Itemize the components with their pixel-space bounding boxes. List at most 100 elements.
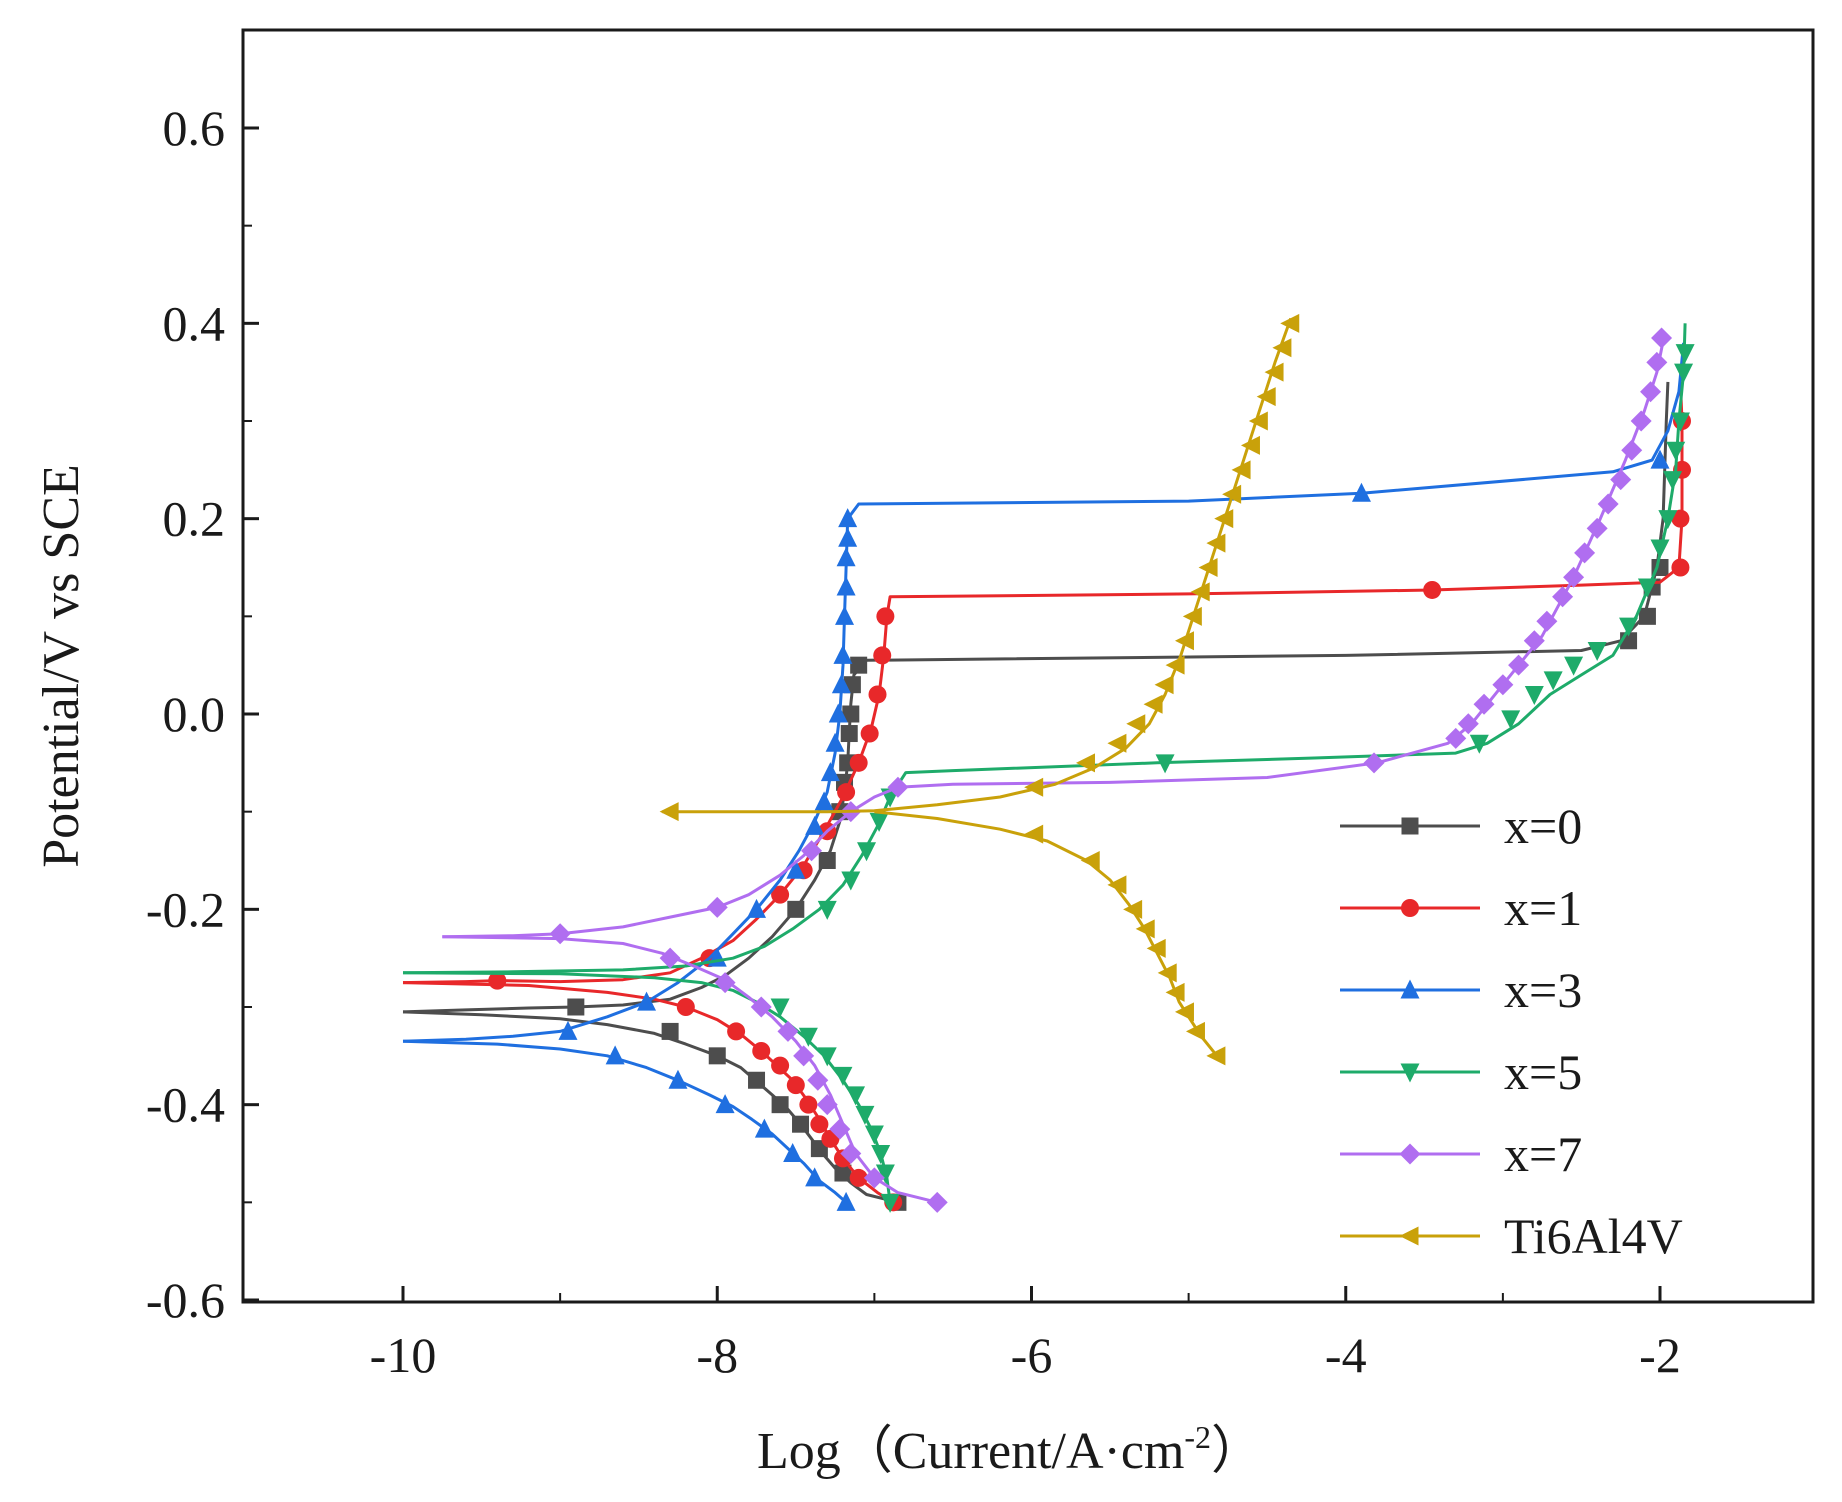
data-point-x-0 — [661, 1022, 679, 1040]
data-point-ti6al4v — [1107, 875, 1127, 895]
tick-labels: -10 -8 -6 -4 -2 -0.6 -0.4 -0.2 0.0 0.2 0.4 0.6 — [146, 100, 1681, 1383]
data-point-x-1 — [786, 1076, 805, 1095]
legend-swatch-marker — [1401, 899, 1419, 917]
x-axis-title-main: Log（Current/A·cm — [757, 1423, 1184, 1480]
data-point-x-1 — [1671, 509, 1690, 528]
data-point-x-7 — [801, 840, 823, 862]
x-tick-label: -10 — [370, 1327, 437, 1383]
legend-label: x=5 — [1504, 1044, 1582, 1100]
data-point-x-0 — [834, 1164, 852, 1182]
data-point-x-5 — [1658, 510, 1678, 530]
series-layer — [402, 313, 1695, 1213]
data-point-x-3 — [833, 644, 853, 664]
data-point-x-5 — [875, 1164, 895, 1184]
data-point-x-0 — [787, 900, 805, 918]
data-point-x-7 — [1586, 517, 1608, 539]
data-point-x-3 — [814, 791, 834, 811]
data-point-x-5 — [1564, 656, 1584, 676]
data-point-x-7 — [1508, 654, 1530, 676]
data-point-x-3 — [835, 605, 855, 625]
data-point-x-5 — [798, 1027, 818, 1047]
data-point-x-7 — [1552, 586, 1574, 608]
data-point-x-1 — [876, 607, 895, 626]
data-point-x-7 — [549, 923, 571, 945]
data-point-x-3 — [637, 991, 657, 1011]
data-point-ti6al4v — [1185, 1021, 1205, 1041]
data-point-x-5 — [1543, 671, 1563, 691]
data-point-x-7 — [659, 947, 681, 969]
data-point-x-0 — [818, 852, 836, 869]
data-point-x-5 — [841, 871, 861, 891]
data-point-x-5 — [770, 998, 790, 1018]
x-axis-title-close: ） — [1211, 1423, 1263, 1480]
data-point-x-1 — [810, 1115, 829, 1134]
data-point-x-7 — [714, 972, 736, 994]
data-point-x-3 — [825, 732, 845, 752]
data-point-x-3 — [783, 1143, 803, 1162]
data-point-x-1 — [752, 1041, 771, 1060]
series-x-3 — [402, 342, 1686, 1211]
data-point-x-5 — [864, 1125, 884, 1145]
data-point-x-3 — [828, 703, 848, 723]
legend-label: Ti6Al4V — [1504, 1208, 1683, 1264]
legend-swatch-marker — [1399, 1143, 1421, 1165]
data-point-x-0 — [748, 1071, 766, 1089]
data-point-x-3 — [715, 1094, 735, 1114]
axis-ticks — [243, 126, 1662, 1302]
legend-item-x-5: x=5 — [1340, 1044, 1582, 1100]
data-point-x-7 — [1523, 630, 1545, 652]
data-point-x-3 — [820, 762, 840, 782]
data-point-x-7 — [1621, 439, 1643, 461]
data-point-ti6al4v — [1146, 938, 1166, 958]
y-tick-label: -0.4 — [146, 1077, 225, 1133]
data-point-ti6al4v — [1174, 631, 1194, 651]
data-point-x-7 — [840, 1143, 862, 1164]
data-point-x-3 — [754, 1118, 774, 1138]
data-point-x-3 — [786, 859, 806, 879]
data-point-x-5 — [833, 1066, 853, 1086]
data-point-x-7 — [706, 896, 728, 918]
data-point-ti6al4v — [1248, 411, 1268, 431]
series-line-x-7 — [442, 332, 1667, 939]
data-point-x-0 — [840, 725, 858, 743]
data-point-x-5 — [857, 842, 877, 862]
data-point-x-5 — [1670, 412, 1690, 432]
data-point-x-5 — [869, 812, 889, 832]
data-point-ti6al4v — [1075, 753, 1095, 773]
data-point-x-1 — [771, 1056, 790, 1075]
data-point-ti6al4v — [1222, 484, 1242, 504]
data-point-ti6al4v — [1198, 558, 1218, 577]
x-tick-label: -4 — [1325, 1327, 1367, 1383]
y-tick-label: 0.2 — [163, 491, 226, 547]
data-point-ti6al4v — [1174, 1002, 1194, 1022]
data-point-ti6al4v — [1154, 675, 1174, 695]
data-point-x-7 — [793, 1045, 815, 1067]
data-point-x-5 — [880, 1193, 900, 1213]
data-point-ti6al4v — [1190, 582, 1210, 602]
data-point-ti6al4v — [1280, 313, 1300, 333]
data-point-ti6al4v — [1231, 460, 1251, 480]
data-point-x-5 — [1663, 471, 1683, 491]
data-point-x-7 — [926, 1191, 948, 1213]
data-point-x-1 — [868, 685, 887, 704]
data-point-x-7 — [863, 1167, 885, 1189]
legend-label: x=3 — [1504, 962, 1582, 1018]
data-point-x-0 — [567, 998, 585, 1016]
data-point-ti6al4v — [1214, 509, 1234, 529]
x-tick-label: -8 — [696, 1327, 738, 1383]
series-ti6al4v — [659, 313, 1300, 1066]
data-point-x-7 — [1646, 351, 1668, 373]
legend-swatch-marker — [1400, 979, 1420, 999]
data-point-ti6al4v — [1107, 733, 1127, 753]
data-point-x-7 — [1363, 752, 1385, 774]
data-point-x-0 — [792, 1115, 810, 1133]
data-point-ti6al4v — [1080, 851, 1100, 870]
data-point-x-5 — [1674, 363, 1694, 383]
y-tick-label: -0.2 — [146, 881, 225, 937]
data-point-x-7 — [887, 776, 909, 798]
x-axis-title: Log（Current/A·cm-2） — [757, 1419, 1263, 1480]
data-point-x-3 — [668, 1069, 688, 1089]
data-point-ti6al4v — [1206, 1046, 1226, 1066]
x-tick-label: -2 — [1639, 1327, 1681, 1383]
data-point-x-3 — [747, 898, 767, 918]
